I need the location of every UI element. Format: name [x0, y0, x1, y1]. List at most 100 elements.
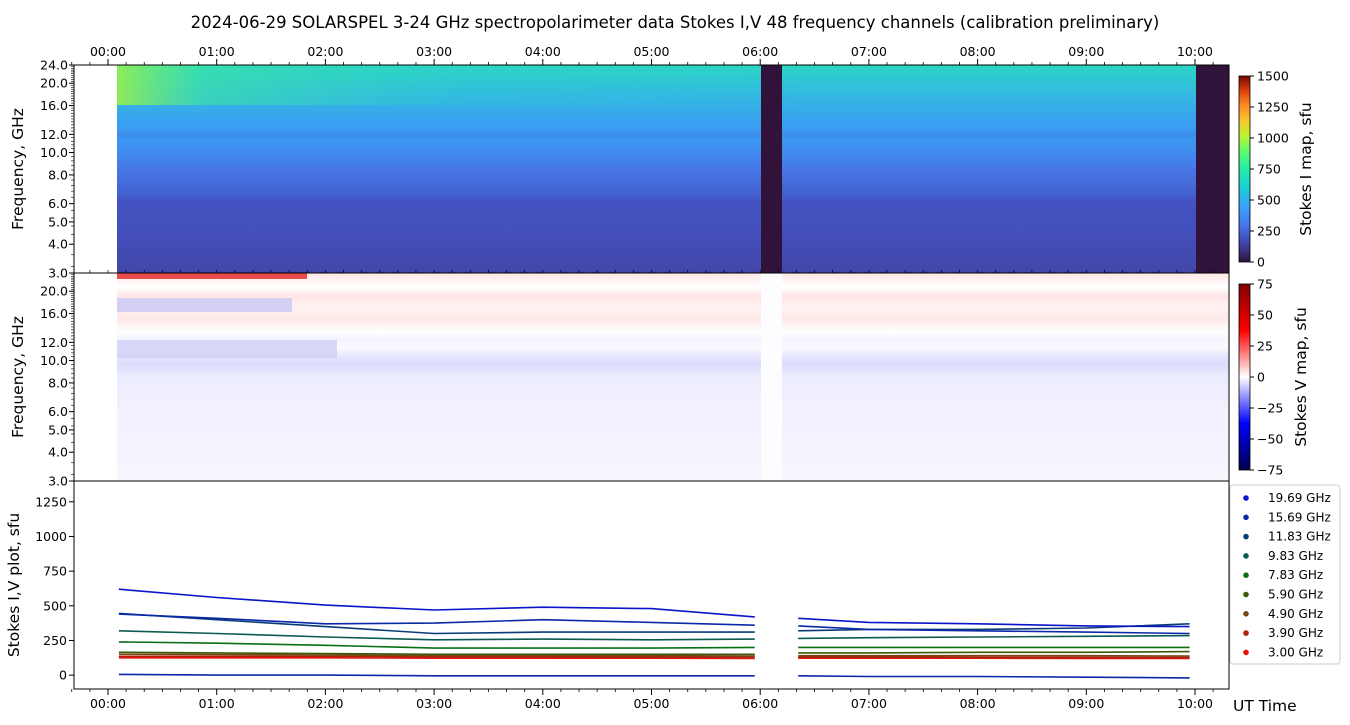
plot-y-tick-label: 1000 [35, 529, 67, 544]
plot-y-tick-label: 1250 [35, 494, 67, 509]
figure-title: 2024-06-29 SOLARSPEL 3-24 GHz spectropol… [191, 13, 1160, 32]
legend-marker [1243, 591, 1249, 598]
legend-label: 19.69 GHz [1268, 491, 1331, 505]
legend-label: 7.83 GHz [1268, 568, 1323, 582]
stokes-i-panel: 3.0 4.0 5.0 6.0 8.0 10.0 12.0 16.0 20.0 24.0 00:0… [9, 44, 1315, 481]
plot-y-tick-label: 500 [43, 598, 67, 613]
plot-series-line [118, 641, 1190, 649]
time-tick-label: 06:00 [742, 44, 778, 59]
stokes-v-heatmap [117, 273, 1229, 481]
stokes-v-ylabel: Frequency, GHz [9, 316, 27, 438]
stokes-v-colorbar-ticks: −75 −50 −25 0 25 50 75 [1250, 277, 1283, 478]
legend-marker [1243, 611, 1249, 617]
colorbar-tick-label: 0 [1257, 255, 1265, 270]
time-tick-label: 01:00 [199, 696, 235, 711]
colorbar-tick-label: 25 [1257, 339, 1273, 354]
plot-y-tick-label: 750 [43, 564, 67, 579]
plot-stokes-v-line [118, 673, 1190, 679]
frequency-tick-label: 4.0 [48, 237, 68, 252]
bottom-time-ticks: 00:00 01:00 02:00 03:00 04:00 05:00 06:00 07:00… [71, 689, 1214, 711]
stokes-i-gap [761, 65, 782, 273]
stokes-i-heatmap-early-flux [117, 65, 817, 105]
colorbar-tick-label: −50 [1257, 432, 1283, 447]
stokes-v-colorbar [1238, 283, 1251, 471]
stokes-v-blue-band-12ghz [117, 340, 337, 358]
plot-series-line [118, 588, 1190, 628]
line-plot-ylabel: Stokes I,V plot, sfu [5, 513, 23, 657]
frequency-tick-label: 3.0 [48, 474, 68, 489]
plot-series-line [118, 653, 1190, 657]
legend-marker [1243, 533, 1249, 540]
frequency-tick-label: 8.0 [48, 167, 68, 182]
plot-y-tick-label: 0 [59, 668, 67, 683]
frequency-tick-label: 20.0 [40, 76, 68, 91]
stokes-v-red-burst [117, 273, 307, 279]
frequency-tick-label: 5.0 [48, 422, 68, 437]
legend-label: 3.90 GHz [1268, 626, 1323, 640]
colorbar-tick-label: −25 [1257, 401, 1283, 416]
stokes-i-colorbar-ticks: 0 250 500 750 1000 1250 1500 [1250, 69, 1289, 270]
time-tick-label: 05:00 [633, 44, 669, 59]
colorbar-tick-label: 500 [1257, 193, 1281, 208]
legend-marker [1243, 553, 1249, 559]
time-tick-label: 09:00 [1068, 696, 1104, 711]
stokes-i-end-gap [1196, 65, 1229, 273]
colorbar-tick-label: 1000 [1257, 131, 1289, 146]
colorbar-tick-label: 0 [1257, 370, 1265, 385]
colorbar-tick-label: 50 [1257, 308, 1273, 323]
colorbar-tick-label: 250 [1257, 224, 1281, 239]
stokes-v-y-ticks: 3.0 4.0 5.0 6.0 8.0 10.0 12.0 16.0 20.0 [40, 272, 74, 489]
frequency-tick-label: 6.0 [48, 196, 68, 211]
plot-series-line [118, 650, 1190, 656]
x-axis-label: UT Time [1233, 697, 1297, 715]
time-tick-label: 02:00 [307, 696, 343, 711]
legend-label: 9.83 GHz [1268, 549, 1323, 563]
stokes-v-colorbar-label: Stokes V map, sfu [1292, 307, 1310, 447]
frequency-tick-label: 12.0 [40, 335, 68, 350]
stokes-v-panel: 3.0 4.0 5.0 6.0 8.0 10.0 12.0 16.0 20.0 Frequenc… [9, 272, 1310, 489]
frequency-tick-label: 6.0 [48, 404, 68, 419]
time-tick-label: 04:00 [525, 44, 561, 59]
frequency-tick-label: 4.0 [48, 445, 68, 460]
plot-y-tick-label: 250 [43, 633, 67, 648]
stokes-i-colorbar-label: Stokes I map, sfu [1297, 102, 1315, 236]
time-tick-label: 03:00 [416, 696, 452, 711]
stokes-i-y-ticks: 3.0 4.0 5.0 6.0 8.0 10.0 12.0 16.0 20.0 24.0 [40, 58, 74, 281]
frequency-tick-label: 20.0 [40, 284, 68, 299]
plot-series-line [118, 630, 1190, 641]
colorbar-tick-label: −75 [1257, 463, 1283, 478]
plot-series-line [118, 655, 1190, 659]
time-tick-label: 07:00 [851, 44, 887, 59]
line-plot-series [118, 588, 1190, 679]
line-plot-y-ticks: 0 250 500 750 1000 1250 [35, 494, 74, 683]
frequency-tick-label: 5.0 [48, 214, 68, 229]
stokes-i-ylabel: Frequency, GHz [9, 108, 27, 230]
time-tick-label: 02:00 [307, 44, 343, 59]
legend-label: 5.90 GHz [1268, 588, 1323, 602]
frequency-tick-label: 3.0 [48, 266, 68, 281]
legend-box [1229, 484, 1341, 665]
frequency-tick-label: 10.0 [40, 353, 68, 368]
frequency-tick-label: 16.0 [40, 98, 68, 113]
legend-marker [1243, 495, 1249, 501]
legend-marker [1243, 572, 1249, 578]
time-tick-label: 06:00 [742, 696, 778, 711]
legend: 19.69 GHz 15.69 GHz 11.83 GHz 9.83 GHz 7.83 … [1243, 491, 1331, 659]
time-tick-label: 03:00 [416, 44, 452, 59]
time-tick-label: 01:00 [199, 44, 235, 59]
frequency-tick-label: 24.0 [40, 58, 68, 73]
time-tick-label: 10:00 [1177, 44, 1213, 59]
legend-label: 4.90 GHz [1268, 607, 1323, 621]
legend-label: 15.69 GHz [1268, 510, 1331, 524]
stokes-v-blue-band-16ghz [117, 298, 292, 312]
legend-marker [1243, 630, 1249, 636]
colorbar-tick-label: 750 [1257, 162, 1281, 177]
stokes-i-colorbar [1238, 75, 1251, 263]
frequency-tick-label: 10.0 [40, 145, 68, 160]
time-tick-label: 05:00 [633, 696, 669, 711]
legend-marker [1243, 514, 1249, 521]
time-tick-label: 09:00 [1068, 44, 1104, 59]
colorbar-tick-label: 1250 [1257, 100, 1289, 115]
